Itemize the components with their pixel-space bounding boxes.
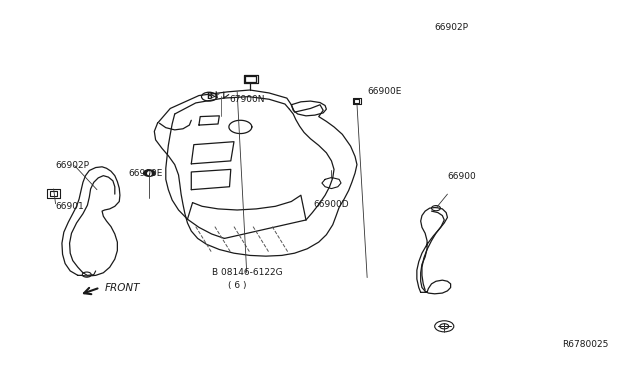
Text: 66900: 66900 — [447, 172, 476, 181]
Text: B: B — [206, 92, 212, 101]
Text: B 08146-6122G: B 08146-6122G — [212, 268, 282, 277]
Text: R6780025: R6780025 — [562, 340, 609, 349]
Text: FRONT: FRONT — [104, 283, 140, 292]
Text: ( 6 ): ( 6 ) — [228, 281, 246, 290]
Text: 66901: 66901 — [56, 202, 84, 211]
Text: 66902P: 66902P — [56, 161, 90, 170]
Text: 67900N: 67900N — [229, 95, 264, 104]
Text: 66900E: 66900E — [129, 169, 163, 177]
Text: 66900E: 66900E — [368, 87, 402, 96]
Text: 66900D: 66900D — [314, 200, 349, 209]
Circle shape — [143, 170, 155, 176]
Text: 66902P: 66902P — [435, 23, 468, 32]
